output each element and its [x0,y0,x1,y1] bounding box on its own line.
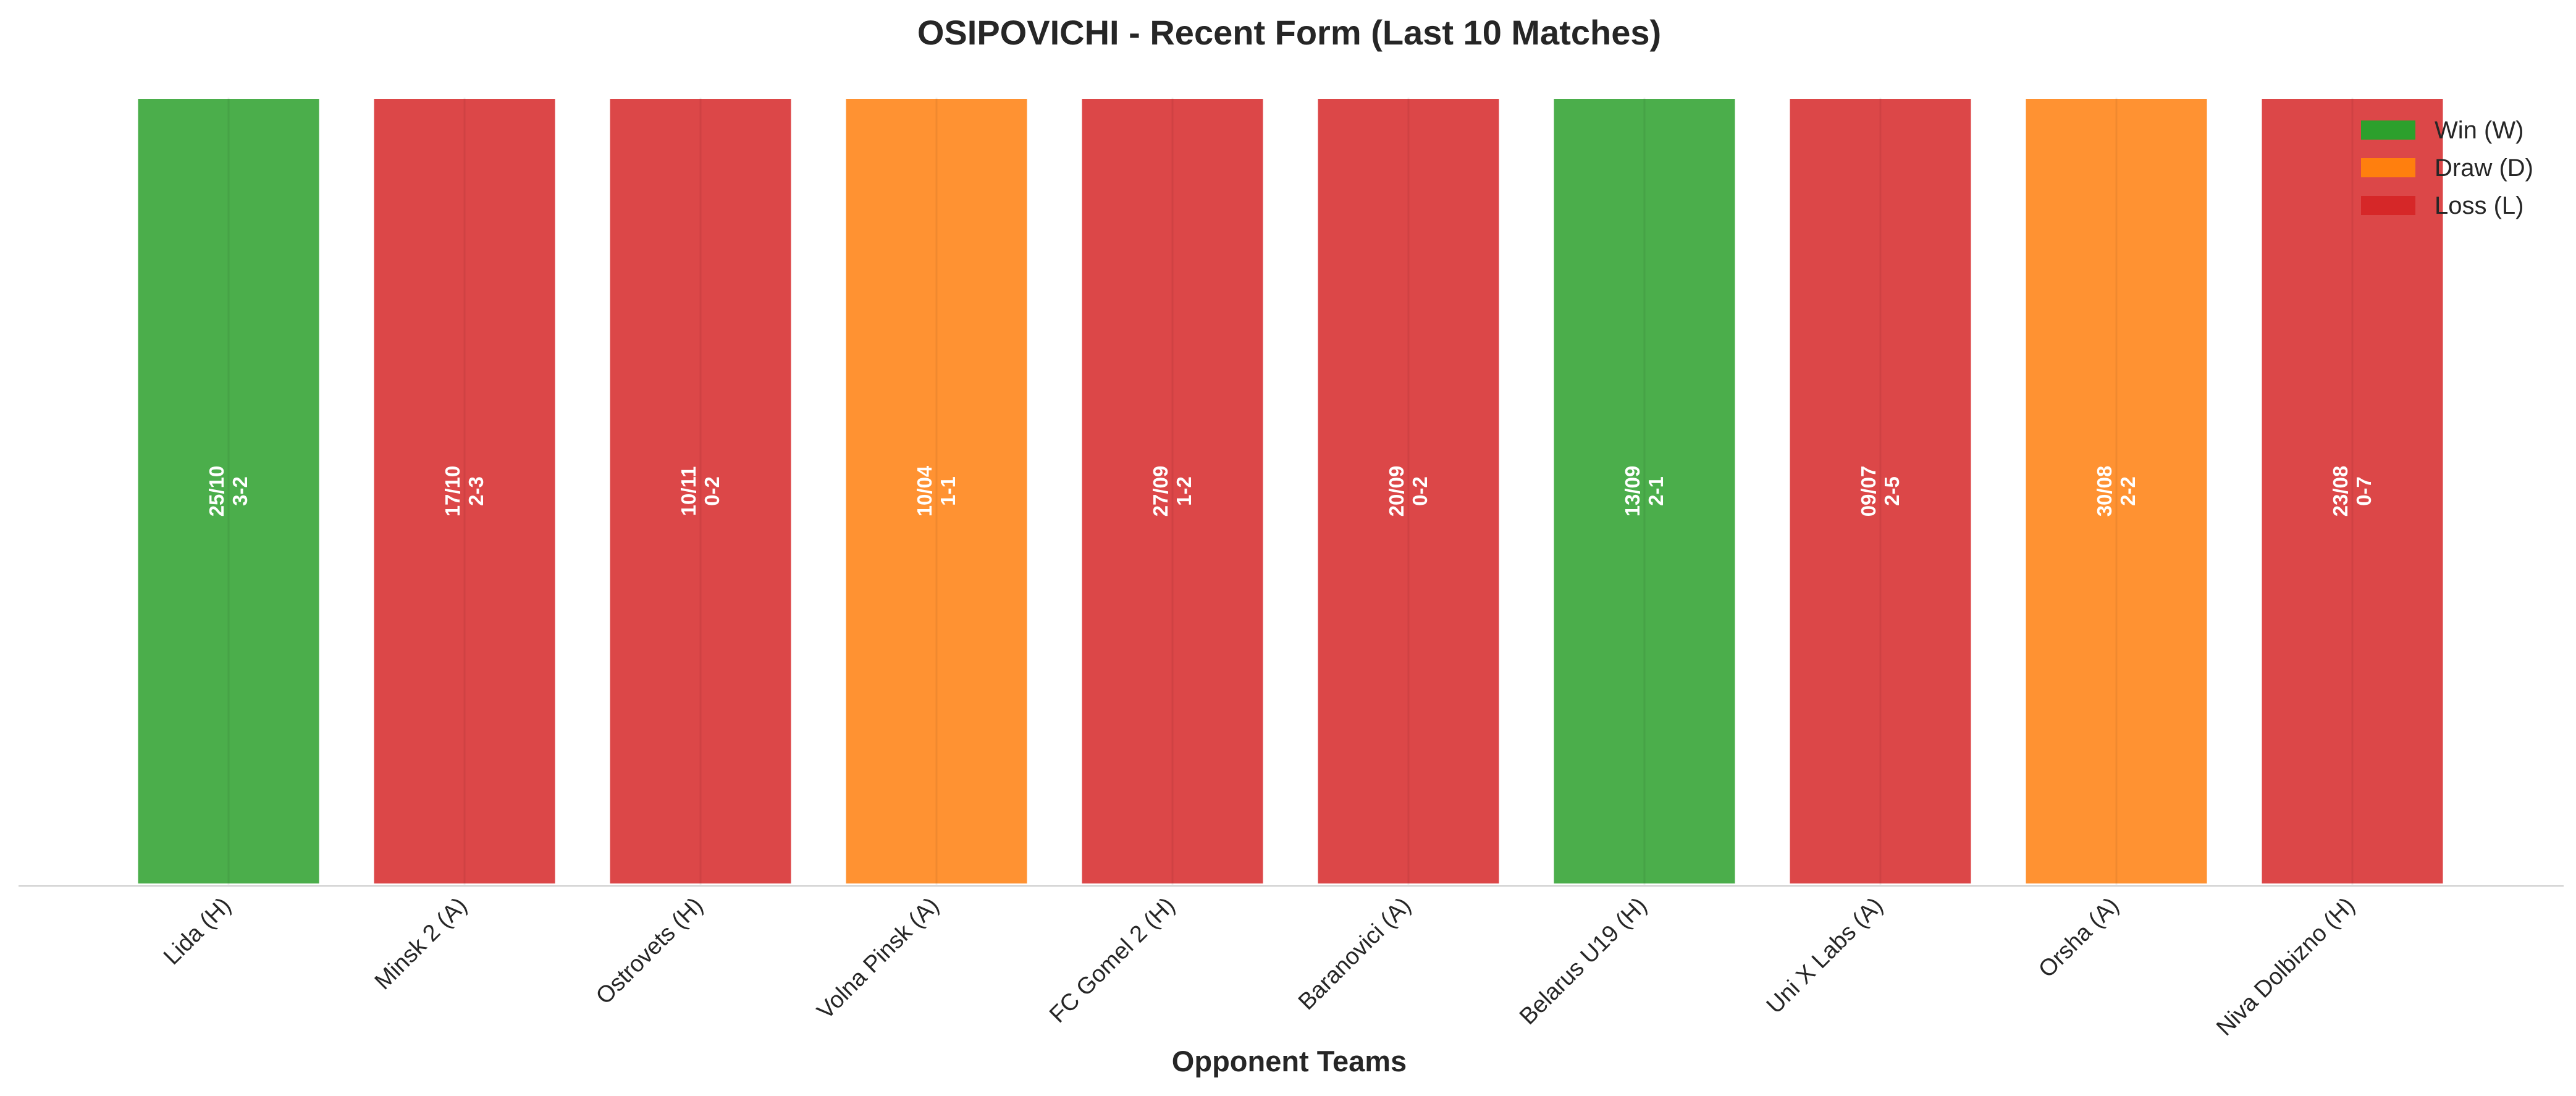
bar [1551,96,1738,886]
bar-group: 17/10 2-3 [371,96,558,886]
legend-item: Draw (D) [2361,154,2533,182]
bar-date-label: 25/10 [205,466,228,517]
bar [1787,96,1974,886]
x-tick-label: Lida (H) [159,893,236,970]
bar [2023,96,2210,886]
bar-score-label: 1-2 [1172,476,1195,506]
bar-date-label: 27/09 [1149,466,1172,517]
x-tick-labels: Lida (H) Minsk 2 (A) Ostrovets (H) Volna Pi… [159,893,2360,1041]
bar-score-label: 0-2 [701,476,723,506]
x-axis-label: Opponent Teams [1172,1045,1407,1077]
bar [843,96,1030,886]
x-tick-label: Niva Dolbizno (H) [2212,893,2360,1041]
bar-date-label: 13/09 [1621,466,1644,517]
bar-score-label: 2-2 [2116,476,2139,506]
bar-score-label: 2-5 [1880,476,1903,506]
chart-title: OSIPOVICHI - Recent Form (Last 10 Matche… [917,13,1661,52]
legend-label: Win (W) [2435,117,2523,144]
bar [371,96,558,886]
bar-group: 09/07 2-5 [1787,96,1974,886]
x-tick-label: Baranovici (A) [1294,893,1416,1015]
bar-group: 20/09 0-2 [1315,96,1502,886]
bar-date-label: 09/07 [1857,466,1880,517]
bar-group: 23/08 0-7 [2259,96,2446,886]
bar-date-label: 23/08 [2329,466,2352,517]
bar-date-label: 17/10 [441,466,464,517]
x-tick-label: Orsha (A) [2034,893,2124,983]
x-tick-label: Ostrovets (H) [591,893,708,1010]
legend: Win (W) Draw (D) Loss (L) [2361,117,2533,219]
legend-swatch [2361,120,2415,140]
bar-score-label: 0-2 [1408,476,1431,506]
bar-date-label: 10/04 [913,465,936,516]
bar-score-label: 3-2 [229,476,251,506]
bar [2259,96,2446,886]
x-tick-label: Uni X Labs (A) [1762,893,1888,1019]
bars-layer: 25/10 3-2 17/10 2-3 10/11 0-2 10/04 1-1 27/09 1-2… [135,96,2446,886]
bar-date-label: 10/11 [677,466,700,516]
bar-score-label: 0-7 [2352,476,2375,506]
bar-group: 10/04 1-1 [843,96,1030,886]
legend-label: Loss (L) [2435,192,2524,219]
legend-label: Draw (D) [2435,154,2533,182]
legend-swatch [2361,196,2415,215]
bar-group: 30/08 2-2 [2023,96,2210,886]
bar-group: 25/10 3-2 [135,96,322,886]
x-tick-label: Volna Pinsk (A) [812,893,944,1024]
bar-score-label: 1-1 [937,476,959,506]
bar [1079,96,1266,886]
bar [135,96,322,886]
legend-item: Win (W) [2361,117,2523,144]
bar [607,96,794,886]
x-tick-label: Belarus U19 (H) [1515,893,1652,1030]
x-tick-label: FC Gomel 2 (H) [1045,893,1180,1028]
legend-item: Loss (L) [2361,192,2524,219]
bar-date-label: 30/08 [2093,466,2116,517]
bar-date-label: 20/09 [1385,466,1408,517]
bar-score-label: 2-1 [1644,476,1667,506]
x-tick-label: Minsk 2 (A) [370,893,473,995]
bar-group: 13/09 2-1 [1551,96,1738,886]
bar [1315,96,1502,886]
bar-group: 10/11 0-2 [607,96,794,886]
bar-score-label: 2-3 [465,476,487,506]
bar-group: 27/09 1-2 [1079,96,1266,886]
legend-swatch [2361,158,2415,177]
